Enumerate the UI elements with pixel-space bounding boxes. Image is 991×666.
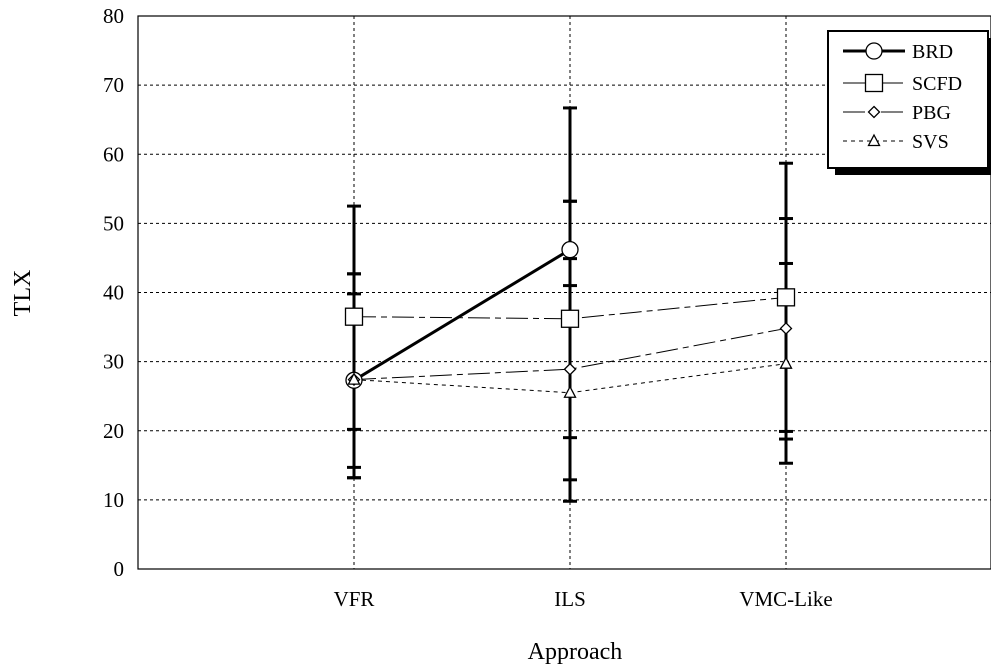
marker-svs [779,356,793,369]
y-tick-label: 70 [103,73,124,97]
x-tick-label: VMC-Like [739,587,832,611]
y-tick-label: 80 [103,4,124,28]
series-line-pbg [353,327,787,381]
legend-marker-scfd [864,73,884,93]
marker-pbg [563,362,577,376]
plot-frame [137,15,991,570]
legend-marker-pbg [867,105,881,119]
legend-box [827,30,989,169]
y-tick-label: 10 [103,488,124,512]
y-axis-ticks: 0 10 20 30 40 50 60 70 80 [103,4,124,581]
legend-label-pbg: PBG [912,102,951,124]
y-tick-label: 0 [114,557,125,581]
marker-scfd [560,309,580,328]
legend-marker-svs [867,133,881,147]
series-line-brd [353,248,571,382]
marker-brd [561,240,579,259]
legend: BRD SCFD PBG SVS [827,30,991,175]
series-line-scfd [353,296,787,320]
y-tick-label: 30 [103,350,124,374]
marker-svs [347,372,361,385]
y-tick-label: 20 [103,419,124,443]
x-axis-ticks: VFR ILS VMC-Like [334,587,833,611]
y-axis-label: TLX [10,270,36,317]
x-axis-label: Approach [528,639,623,665]
marker-svs [563,385,577,398]
marker-scfd [776,288,796,307]
legend-label-svs: SVS [912,131,949,153]
y-tick-label: 40 [103,281,124,305]
y-tick-label: 60 [103,142,124,166]
legend-label-brd: BRD [912,41,953,63]
legend-marker-brd [865,42,883,60]
error-bars [347,106,793,503]
y-tick-label: 50 [103,211,124,235]
marker-scfd [344,307,364,326]
x-tick-label: VFR [334,587,375,611]
x-tick-label: ILS [554,587,586,611]
marker-pbg [779,322,793,335]
series-markers [344,240,796,398]
legend-label-scfd: SCFD [912,73,962,95]
